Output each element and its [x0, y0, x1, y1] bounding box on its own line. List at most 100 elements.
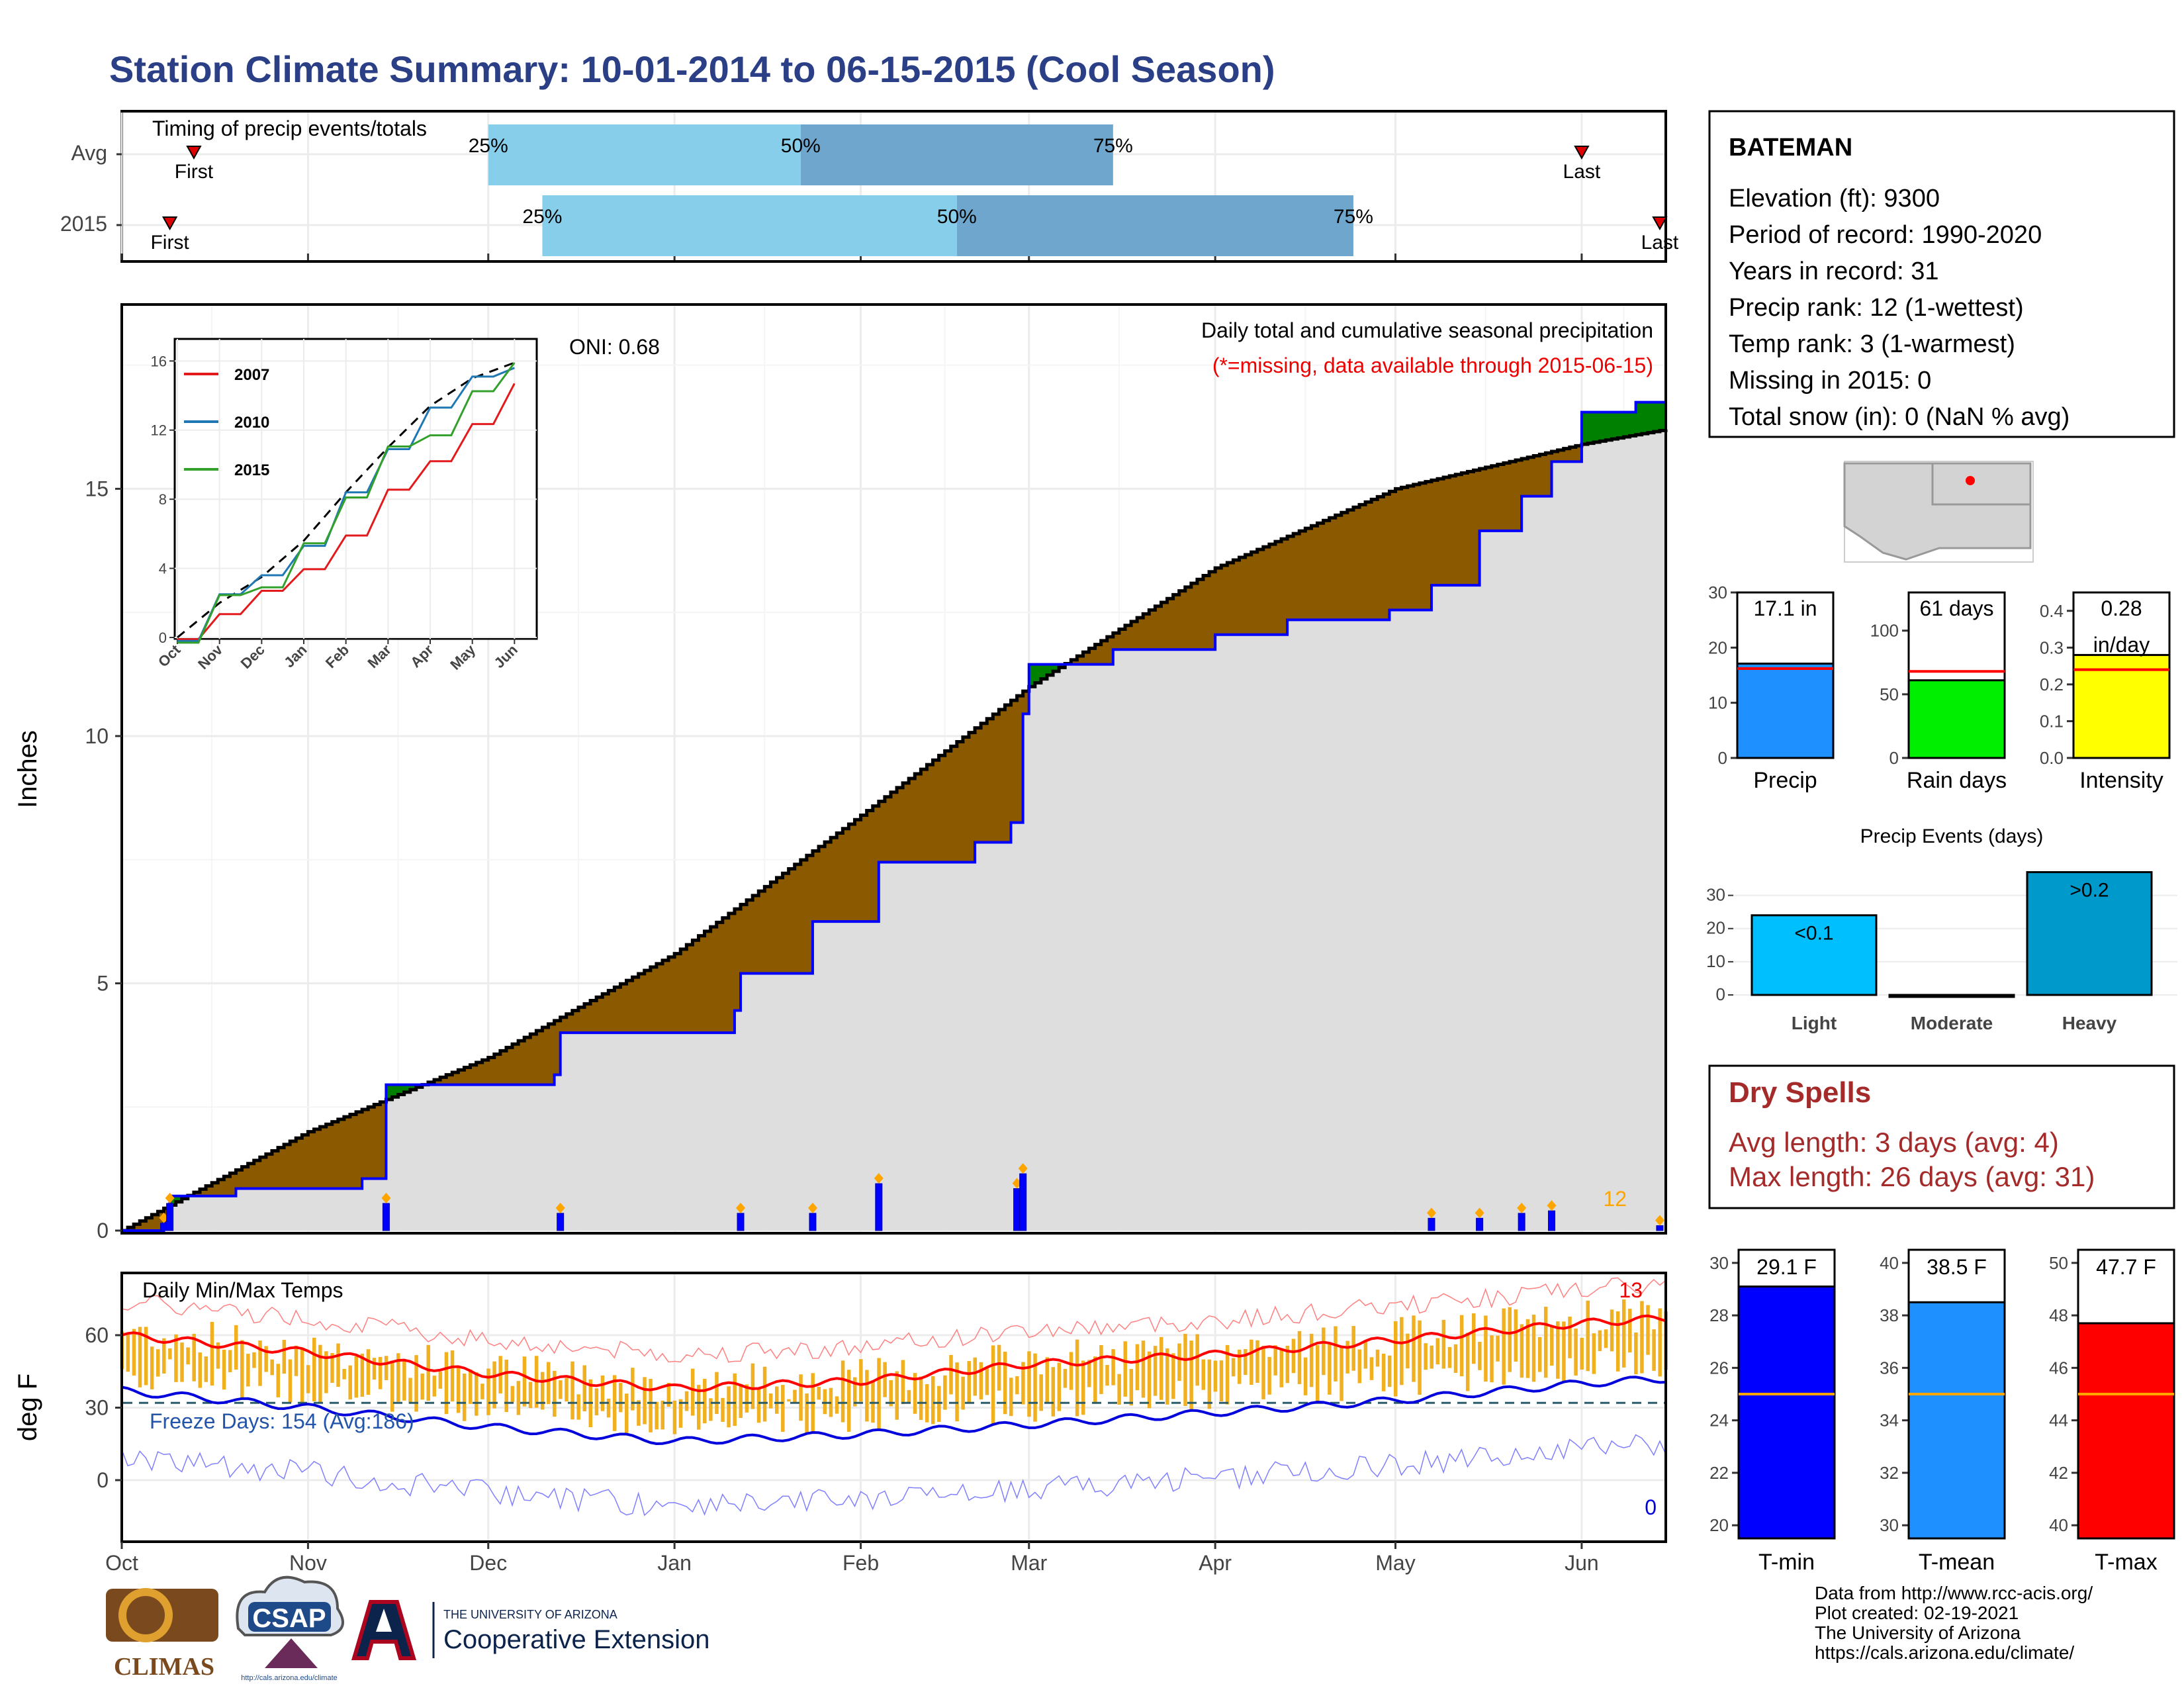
- deficit-area: [308, 1131, 315, 1189]
- daily-temp-range-bar: [1165, 1348, 1169, 1405]
- deficit-area: [1575, 445, 1582, 462]
- daily-temp-range-bar: [1171, 1353, 1175, 1399]
- daily-temp-range-bar: [1075, 1339, 1079, 1417]
- deficit-area: [1359, 504, 1366, 620]
- daily-temp-range-bar: [1502, 1308, 1506, 1385]
- surplus-area: [1617, 412, 1625, 438]
- events-ytick-label: 0: [1716, 984, 1725, 1004]
- daily-temp-range-bar: [565, 1378, 569, 1402]
- daily-temp-range-bar: [997, 1344, 1001, 1391]
- inset-series-line: [177, 362, 516, 644]
- daily-precip-bar: [875, 1183, 883, 1231]
- deficit-area: [338, 1119, 345, 1189]
- daily-temp-range-bar: [570, 1361, 574, 1420]
- temp-bar-ytick-label: 42: [2049, 1463, 2068, 1483]
- daily-temp-range-bar: [162, 1338, 166, 1374]
- daily-temp-range-bar: [1418, 1320, 1422, 1395]
- daily-temp-range-bar: [204, 1356, 208, 1382]
- daily-temp-range-bar: [1159, 1336, 1163, 1400]
- daily-temp-range-bar: [510, 1385, 515, 1402]
- deficit-area: [674, 953, 681, 1033]
- daily-temp-range-bar: [1207, 1359, 1212, 1409]
- daily-precip-bar: [382, 1203, 390, 1231]
- daily-temp-range-bar: [1303, 1357, 1308, 1395]
- inset-legend-label: 2007: [234, 366, 269, 384]
- daily-precip-bar: [1656, 1225, 1664, 1231]
- daily-temp-range-bar: [859, 1359, 863, 1402]
- deficit-area: [572, 1010, 579, 1033]
- daily-temp-range-bar: [625, 1393, 629, 1436]
- deficit-area: [764, 886, 772, 974]
- max-count-label: 13: [1619, 1278, 1643, 1302]
- deficit-area: [686, 945, 693, 1033]
- deficit-area: [446, 1074, 453, 1085]
- daily-temp-range-bar: [282, 1340, 287, 1374]
- temp-ytick-label: 30: [85, 1396, 109, 1420]
- daily-temp-range-bar: [925, 1384, 929, 1423]
- precip-events-chart: Precip Events (days) 0 10 20 30 <0.1 Light Mod…: [1706, 825, 2184, 1033]
- daily-temp-range-bar: [1009, 1378, 1013, 1417]
- daily-temp-range-bar: [901, 1360, 905, 1405]
- deficit-area: [1263, 547, 1270, 635]
- side-bar-ytick-label: 30: [1708, 583, 1727, 602]
- deficit-area: [158, 1211, 165, 1231]
- deficit-area: [284, 1144, 291, 1189]
- deficit-area: [242, 1166, 249, 1189]
- temp-title: Daily Min/Max Temps: [142, 1278, 343, 1302]
- deficit-area: [1455, 474, 1462, 586]
- daily-temp-range-bar: [655, 1401, 659, 1430]
- daily-temp-range-bar: [522, 1356, 527, 1407]
- deficit-area: [506, 1047, 513, 1085]
- surplus-area: [1028, 664, 1036, 687]
- daily-temp-range-bar: [1291, 1338, 1296, 1374]
- timing-row-2015-label: 2015: [60, 212, 107, 236]
- surplus-area: [1647, 402, 1655, 433]
- deficit-area: [650, 966, 657, 1033]
- average-cumulative-line: [122, 428, 1668, 1233]
- precip-panel: Inches Daily total and cumulative season…: [13, 303, 1668, 1243]
- deficit-area: [1467, 471, 1475, 586]
- daily-temp-range-bar: [312, 1337, 316, 1401]
- deficit-area: [1083, 652, 1090, 665]
- deficit-area: [512, 1044, 519, 1085]
- timing-last-marker: [1652, 216, 1668, 231]
- deficit-area: [1563, 448, 1570, 462]
- freeze-days-label: Freeze Days: 154 (Avg:186): [150, 1409, 414, 1433]
- dry-spells-box: Dry Spells Avg length: 3 days (avg: 4) M…: [1708, 1064, 2175, 1209]
- timing-last-label: Last: [1641, 232, 1679, 254]
- deficit-area: [662, 960, 669, 1033]
- daily-temp-range-bar: [1003, 1351, 1007, 1415]
- side-bar-value-label: 61 days: [1919, 596, 1993, 620]
- daily-temp-range-bar: [288, 1359, 293, 1403]
- daily-temp-range-bar: [480, 1383, 484, 1399]
- daily-temp-range-bar: [1652, 1329, 1656, 1371]
- month-label: Nov: [289, 1551, 327, 1575]
- daily-temp-range-bar: [270, 1359, 274, 1376]
- daily-temp-range-bar: [1093, 1356, 1097, 1404]
- deficit-area: [1377, 496, 1384, 620]
- deficit-area: [1389, 491, 1396, 610]
- daily-temp-range-bar: [1322, 1327, 1326, 1376]
- deficit-area: [927, 765, 934, 863]
- daily-temp-range-bar: [672, 1400, 677, 1434]
- deficit-area: [554, 1020, 561, 1075]
- daily-temp-range-bar: [660, 1400, 665, 1430]
- daily-temp-range-bar: [865, 1370, 869, 1422]
- temp-bar-ytick-label: 32: [1880, 1463, 1899, 1483]
- daily-temp-range-bar: [1537, 1336, 1542, 1372]
- daily-precip-marker: [1547, 1200, 1557, 1211]
- deficit-area: [542, 1027, 549, 1085]
- deficit-area: [1449, 475, 1456, 586]
- daily-temp-range-bar: [138, 1327, 142, 1387]
- daily-temp-range-bar: [1057, 1362, 1062, 1411]
- temp-bar-ytick-label: 26: [1709, 1358, 1729, 1378]
- surplus-area: [1034, 664, 1042, 683]
- temp-ytick-label: 60: [85, 1323, 109, 1347]
- daily-precip-bar: [160, 1223, 168, 1231]
- inset-legend-label: 2015: [234, 461, 269, 479]
- deficit-area: [1299, 531, 1306, 620]
- deficit-area: [230, 1173, 237, 1196]
- daily-temp-range-bar: [739, 1383, 743, 1418]
- daily-temp-range-bar: [450, 1350, 455, 1402]
- daily-temp-range-bar: [1015, 1376, 1019, 1395]
